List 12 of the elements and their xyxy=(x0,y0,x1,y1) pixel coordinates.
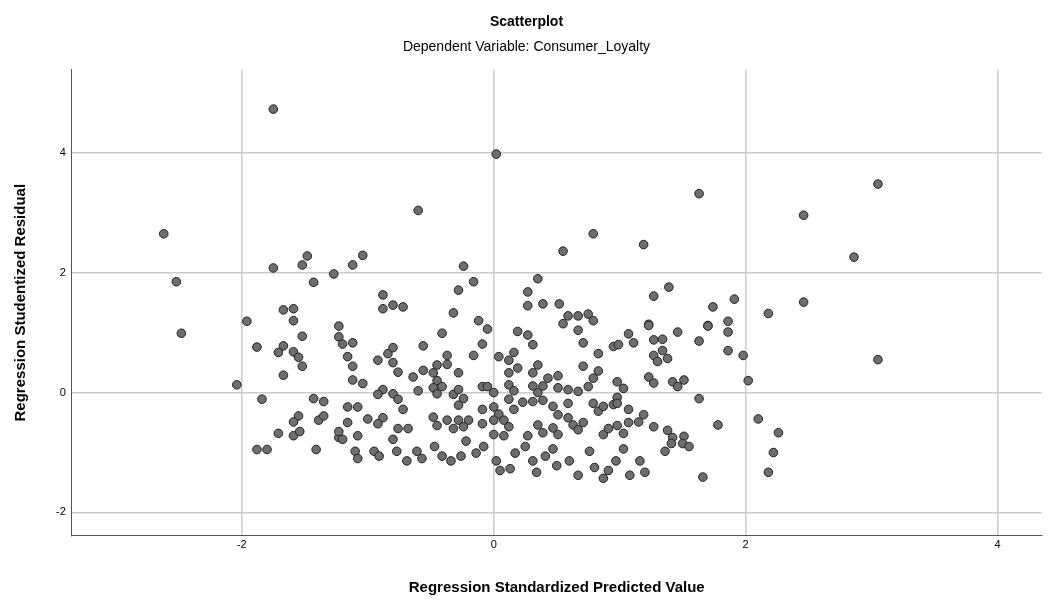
y-tick-label: 4 xyxy=(59,145,66,158)
chart-title: Scatterplot xyxy=(489,13,564,30)
x-tick-label: 4 xyxy=(994,538,1001,551)
y-tick-label: -2 xyxy=(56,505,66,518)
chart-subtitle: Dependent Variable: Consumer_Loyalty xyxy=(402,38,651,55)
x-axis-title: Regression Standardized Predicted Value xyxy=(408,578,705,596)
x-tick-label: 2 xyxy=(742,538,749,551)
x-tick-label: 0 xyxy=(490,538,497,551)
y-axis-title: Regression Studentized Residual xyxy=(11,183,29,422)
x-tick-label: -2 xyxy=(236,538,247,551)
y-tick-label: 2 xyxy=(59,265,66,278)
y-tick-label: 0 xyxy=(59,385,66,398)
